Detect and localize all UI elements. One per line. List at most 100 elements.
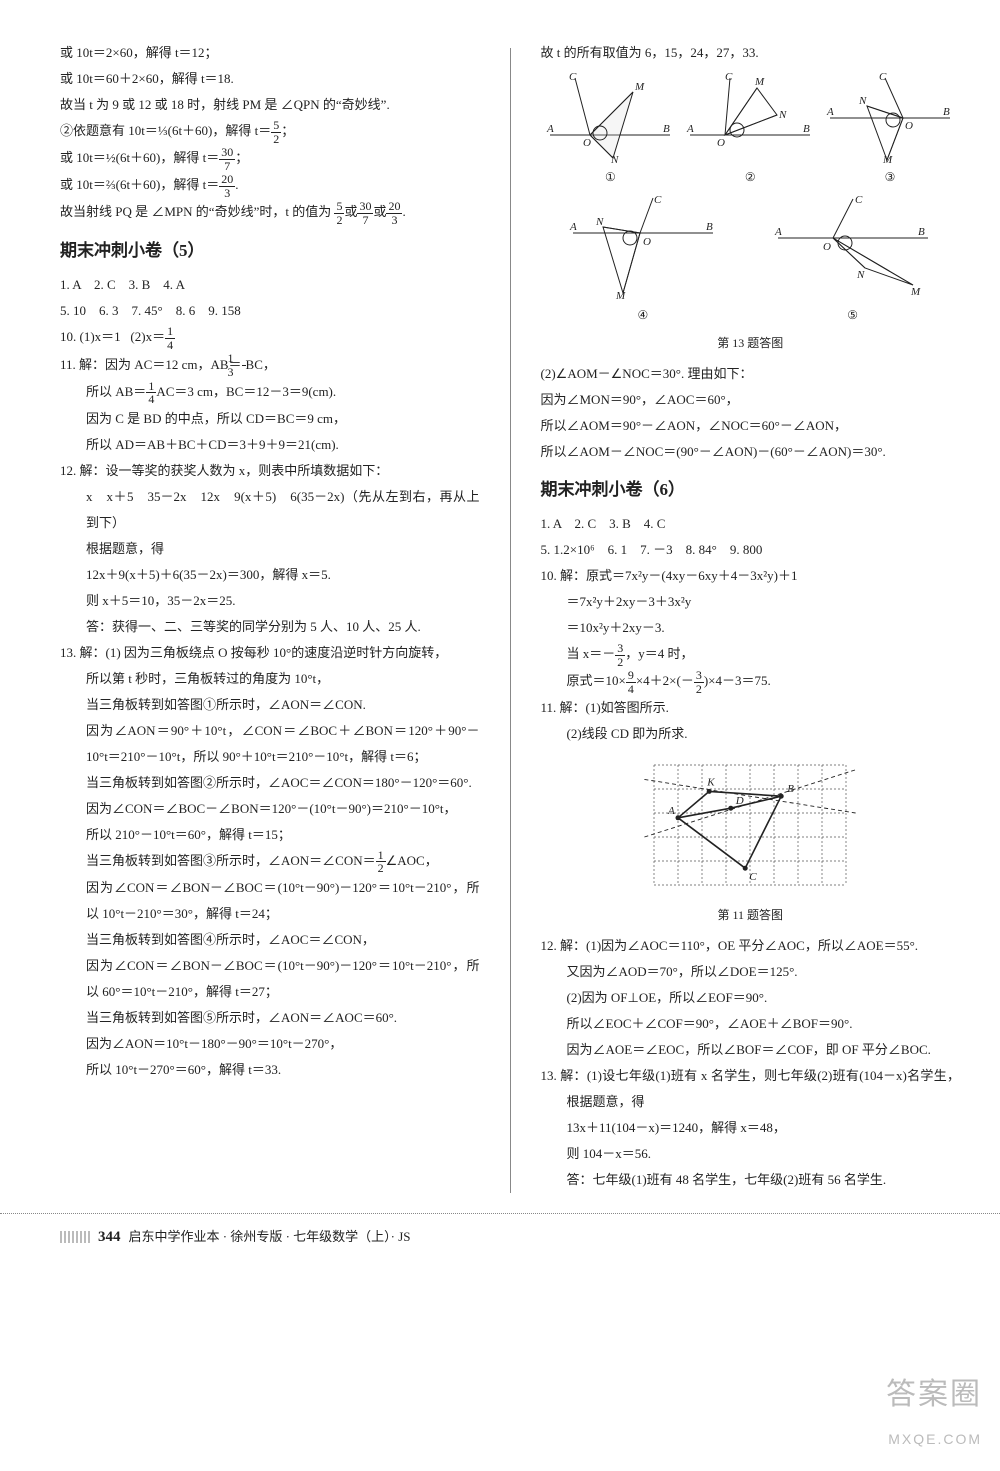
svg-text:B: B bbox=[943, 106, 950, 118]
svg-text:O: O bbox=[583, 137, 591, 149]
left-column: 或 10t＝2×60，解得 t＝12； 或 10t＝60＋2×60，解得 t＝1… bbox=[60, 40, 480, 1193]
svg-text:A: A bbox=[667, 805, 675, 817]
diagram-5: AB CN OM ⑤ bbox=[773, 193, 933, 327]
svg-text:A: A bbox=[569, 221, 577, 233]
diagram-2: AB CM ON ② bbox=[685, 70, 815, 189]
section-title-5: 期末冲刺小卷（5） bbox=[60, 234, 480, 268]
text-line: 因为∠AON＝10°t－180°－90°＝10°t－270°， bbox=[60, 1031, 480, 1057]
svg-text:M: M bbox=[882, 154, 893, 165]
text-line: x x＋5 35－2x 12x 9(x＋5) 6(35－2x)（先从左到右，再从… bbox=[60, 484, 480, 536]
text-line: 12x＋9(x＋5)＋6(35－2x)＝300，解得 x＝5. bbox=[60, 562, 480, 588]
text-line: 则 104－x＝56. bbox=[541, 1141, 961, 1167]
text: 所以 AB＝ bbox=[86, 384, 146, 399]
diagram-1: AB CM ON ① bbox=[545, 70, 675, 189]
q12-head-r: 12. 解：(1)因为∠AOC＝110°，OE 平分∠AOC，所以∠AOE＝55… bbox=[541, 933, 961, 959]
svg-text:C: C bbox=[725, 71, 733, 83]
section-title-6: 期末冲刺小卷（6） bbox=[541, 473, 961, 507]
svg-text:C: C bbox=[879, 71, 887, 83]
text-line: 当三角板转到如答图①所示时，∠AON＝∠CON. bbox=[60, 692, 480, 718]
text-line: 因为∠AOE＝∠EOC，所以∠BOF＝∠COF，即 OF 平分∠BOC. bbox=[541, 1037, 961, 1063]
fraction: 307 bbox=[357, 200, 373, 226]
svg-text:K: K bbox=[706, 777, 715, 789]
fraction: 203 bbox=[386, 200, 402, 226]
text-line: 因为∠MON＝90°，∠AOC＝60°， bbox=[541, 387, 961, 413]
q12-head: 12. 解：设一等奖的获奖人数为 x，则表中所填数据如下： bbox=[60, 458, 480, 484]
svg-text:A: A bbox=[686, 123, 694, 135]
q10: 10. (1)x＝1 (2)x＝14 bbox=[60, 324, 480, 351]
text-line: 则 x＋5＝10，35－2x＝25. bbox=[60, 588, 480, 614]
text-line: 故 t 的所有取值为 6，15，24，27，33. bbox=[541, 40, 961, 66]
text: 10. bbox=[60, 329, 76, 344]
text-line: 所以第 t 秒时，三角板转过的角度为 10°t， bbox=[60, 666, 480, 692]
svg-text:O: O bbox=[717, 137, 725, 149]
watermark: 答案圈 MXQE.COM bbox=[886, 1365, 982, 1453]
text: 故当射线 PQ 是 ∠MPN 的“奇妙线”时，t 的值为 bbox=[60, 204, 334, 219]
text-line: 当三角板转到如答图⑤所示时，∠AON＝∠AOC＝60°. bbox=[60, 1005, 480, 1031]
text: 当三角板转到如答图③所示时，∠AON＝∠CON＝ bbox=[86, 853, 376, 868]
answer-line: 1. A 2. C 3. B 4. A bbox=[60, 272, 480, 298]
fraction: 203 bbox=[219, 173, 235, 199]
svg-text:O: O bbox=[905, 120, 913, 132]
q11-head-r: 11. 解：(1)如答图所示. bbox=[541, 695, 961, 721]
text-line: 所以 AB＝14AC＝3 cm，BC＝12－3＝9(cm). bbox=[60, 379, 480, 406]
text-line: 或 10t＝⅔(6t＋60)，解得 t＝203. bbox=[60, 172, 480, 199]
q13-head: 13. 解：(1) 因为三角板绕点 O 按每秒 10°的速度沿逆时针方向旋转， bbox=[60, 640, 480, 666]
text-line: 或 10t＝½(6t＋60)，解得 t＝307； bbox=[60, 145, 480, 172]
svg-text:M: M bbox=[910, 286, 921, 298]
right-column: 故 t 的所有取值为 6，15，24，27，33. A B C M bbox=[541, 40, 961, 1193]
svg-text:A: A bbox=[546, 123, 554, 135]
fraction: 12 bbox=[376, 849, 386, 875]
q13-head-r: 13. 解：(1)设七年级(1)班有 x 名学生，则七年级(2)班有(104－x… bbox=[541, 1063, 961, 1115]
diagram-label: ③ bbox=[825, 165, 955, 189]
q10-head: 10. 解：原式＝7x²y－(4xy－6xy＋4－3x²y)＋1 bbox=[541, 563, 961, 589]
text: (1)x＝1 bbox=[80, 329, 121, 344]
text: ∠AOC， bbox=[386, 853, 438, 868]
svg-text:A: A bbox=[826, 106, 834, 118]
text-line: (2)因为 OF⊥OE，所以∠EOF＝90°. bbox=[541, 985, 961, 1011]
text-line: (2)∠AOM－∠NOC＝30°. 理由如下： bbox=[541, 361, 961, 387]
svg-text:M: M bbox=[634, 81, 645, 93]
page-footer: 344 启东中学作业本 · 徐州专版 · 七年级数学（上）· JS bbox=[0, 1213, 1000, 1272]
text-line: 故当 t 为 9 或 12 或 18 时，射线 PM 是 ∠QPN 的“奇妙线”… bbox=[60, 92, 480, 118]
answer-line: 1. A 2. C 3. B 4. C bbox=[541, 511, 961, 537]
diagram-4: AB CN OM ④ bbox=[568, 193, 718, 327]
diagram-label: ① bbox=[545, 165, 675, 189]
text-line: 因为∠CON＝∠BON－∠BOC＝(10°t－90°)－120°＝10°t－21… bbox=[60, 875, 480, 927]
answer-line: 5. 10 6. 3 7. 45° 8. 6 9. 158 bbox=[60, 298, 480, 324]
text-line: ＝7x²y＋2xy－3＋3x²y bbox=[541, 589, 961, 615]
text: 或 10t＝⅔(6t＋60)，解得 t＝ bbox=[60, 177, 219, 192]
text-line: 当三角板转到如答图②所示时，∠AOC＝∠CON＝180°－120°＝60°. bbox=[60, 770, 480, 796]
text-line: 因为 C 是 BD 的中点，所以 CD＝BC＝9 cm， bbox=[60, 406, 480, 432]
text: AC＝3 cm，BC＝12－3＝9(cm). bbox=[156, 384, 336, 399]
text-line: 答：获得一、二、三等奖的同学分别为 5 人、10 人、25 人. bbox=[60, 614, 480, 640]
text-line: 原式＝10×94×4＋2×(－32)×4－3＝75. bbox=[541, 668, 961, 695]
grid-diagram: ABCDK bbox=[642, 753, 858, 897]
svg-text:N: N bbox=[858, 95, 867, 107]
svg-text:C: C bbox=[569, 71, 577, 83]
text-line: 当三角板转到如答图④所示时，∠AOC＝∠CON， bbox=[60, 927, 480, 953]
text: BC， bbox=[246, 357, 276, 372]
text-line: 或 10t＝60＋2×60，解得 t＝18. bbox=[60, 66, 480, 92]
text-line: ②依题意有 10t＝⅓(6t＋60)，解得 t＝52； bbox=[60, 118, 480, 145]
svg-text:C: C bbox=[654, 194, 662, 206]
fraction: 307 bbox=[219, 146, 235, 172]
fraction: 32 bbox=[694, 669, 704, 695]
text-line: 所以 10°t－270°＝60°，解得 t＝33. bbox=[60, 1057, 480, 1083]
diagram-label: ② bbox=[685, 165, 815, 189]
text-line: 当 x＝－32，y＝4 时， bbox=[541, 641, 961, 668]
page-number: 344 bbox=[98, 1222, 121, 1252]
text-line: 又因为∠AOD＝70°，所以∠DOE＝125°. bbox=[541, 959, 961, 985]
watermark-line1: 答案圈 bbox=[886, 1365, 982, 1425]
fraction: 14 bbox=[165, 325, 175, 351]
text-line: 所以 AD＝AB＋BC＋CD＝3＋9＋9＝21(cm). bbox=[60, 432, 480, 458]
column-divider bbox=[510, 48, 511, 1193]
fraction: 13 bbox=[242, 352, 246, 378]
text: 或 10t＝½(6t＋60)，解得 t＝ bbox=[60, 150, 219, 165]
text-line: 当三角板转到如答图③所示时，∠AON＝∠CON＝12∠AOC， bbox=[60, 848, 480, 875]
answer-line: 5. 1.2×10⁶ 6. 1 7. －3 8. 84° 9. 800 bbox=[541, 537, 961, 563]
grid-caption: 第 11 题答图 bbox=[541, 903, 961, 927]
svg-text:O: O bbox=[643, 236, 651, 248]
text-line: 所以∠EOC＋∠COF＝90°，∠AOE＋∠BOF＝90°. bbox=[541, 1011, 961, 1037]
svg-text:B: B bbox=[663, 123, 670, 135]
svg-text:M: M bbox=[754, 76, 765, 88]
